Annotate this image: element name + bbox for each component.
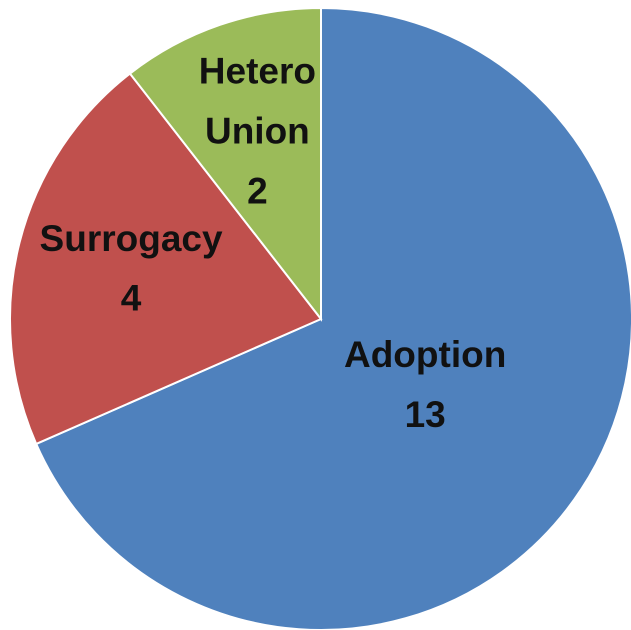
slice-value: 13 (405, 394, 446, 435)
slice-value: 4 (121, 278, 142, 319)
pie-slice (128, 6, 322, 322)
slice-label: Surrogacy (40, 218, 223, 259)
pie-slice (9, 72, 323, 446)
slice-label: Hetero Union (199, 50, 316, 151)
slice-value: 2 (247, 170, 268, 211)
pie-slice (34, 6, 631, 630)
slice-label: Adoption (344, 334, 506, 375)
